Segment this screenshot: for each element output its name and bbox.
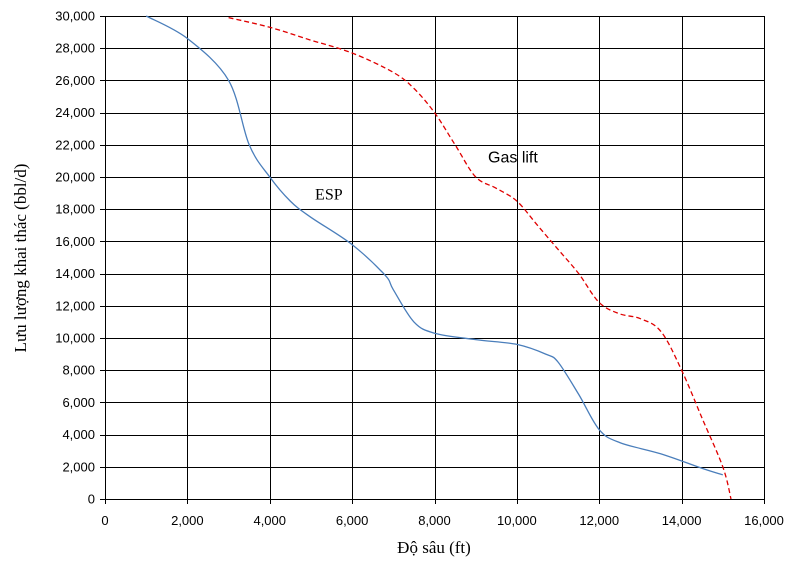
y-tick-label: 2,000 [62, 459, 95, 474]
series-line-gas-lift [228, 16, 732, 500]
y-tick-label: 12,000 [55, 298, 95, 313]
y-tick-label: 14,000 [55, 266, 95, 281]
series-label-gas-lift: Gas lift [488, 150, 538, 167]
y-tick-label: 18,000 [55, 202, 95, 217]
x-tick-label: 8,000 [418, 513, 451, 528]
y-tick-label: 6,000 [62, 395, 95, 410]
series-line-esp [145, 15, 724, 476]
y-axis-title: Lưu lượng khai thác (bbl/d) [11, 164, 30, 353]
y-tick-label: 4,000 [62, 427, 95, 442]
x-tick-labels: 0 2,000 4,000 6,000 8,000 10,000 12,000 14,000 1… [101, 513, 784, 528]
axes [100, 16, 765, 504]
y-tick-label: 28,000 [55, 41, 95, 56]
y-tick-label: 26,000 [55, 73, 95, 88]
y-tick-label: 20,000 [55, 170, 95, 185]
y-tick-label: 0 [88, 492, 95, 507]
x-tick-label: 10,000 [497, 513, 537, 528]
x-tick-label: 6,000 [336, 513, 369, 528]
x-tick-label: 14,000 [662, 513, 702, 528]
y-tick-label: 8,000 [62, 363, 95, 378]
y-tick-label: 24,000 [55, 105, 95, 120]
x-tick-label: 4,000 [253, 513, 286, 528]
grid-lines [105, 16, 765, 499]
x-tick-label: 0 [101, 513, 108, 528]
x-tick-label: 2,000 [171, 513, 204, 528]
y-tick-label: 22,000 [55, 137, 95, 152]
series: ESP Gas lift [145, 15, 732, 500]
y-tick-label: 30,000 [55, 9, 95, 24]
y-tick-labels: 0 2,000 4,000 6,000 8,000 10,000 12,000 14,000 1… [55, 9, 95, 507]
y-tick-label: 16,000 [55, 234, 95, 249]
y-tick-label: 10,000 [55, 331, 95, 346]
x-axis-title: Độ sâu (ft) [397, 538, 471, 557]
x-tick-label: 12,000 [579, 513, 619, 528]
x-tick-label: 16,000 [744, 513, 784, 528]
series-label-esp: ESP [315, 187, 343, 204]
